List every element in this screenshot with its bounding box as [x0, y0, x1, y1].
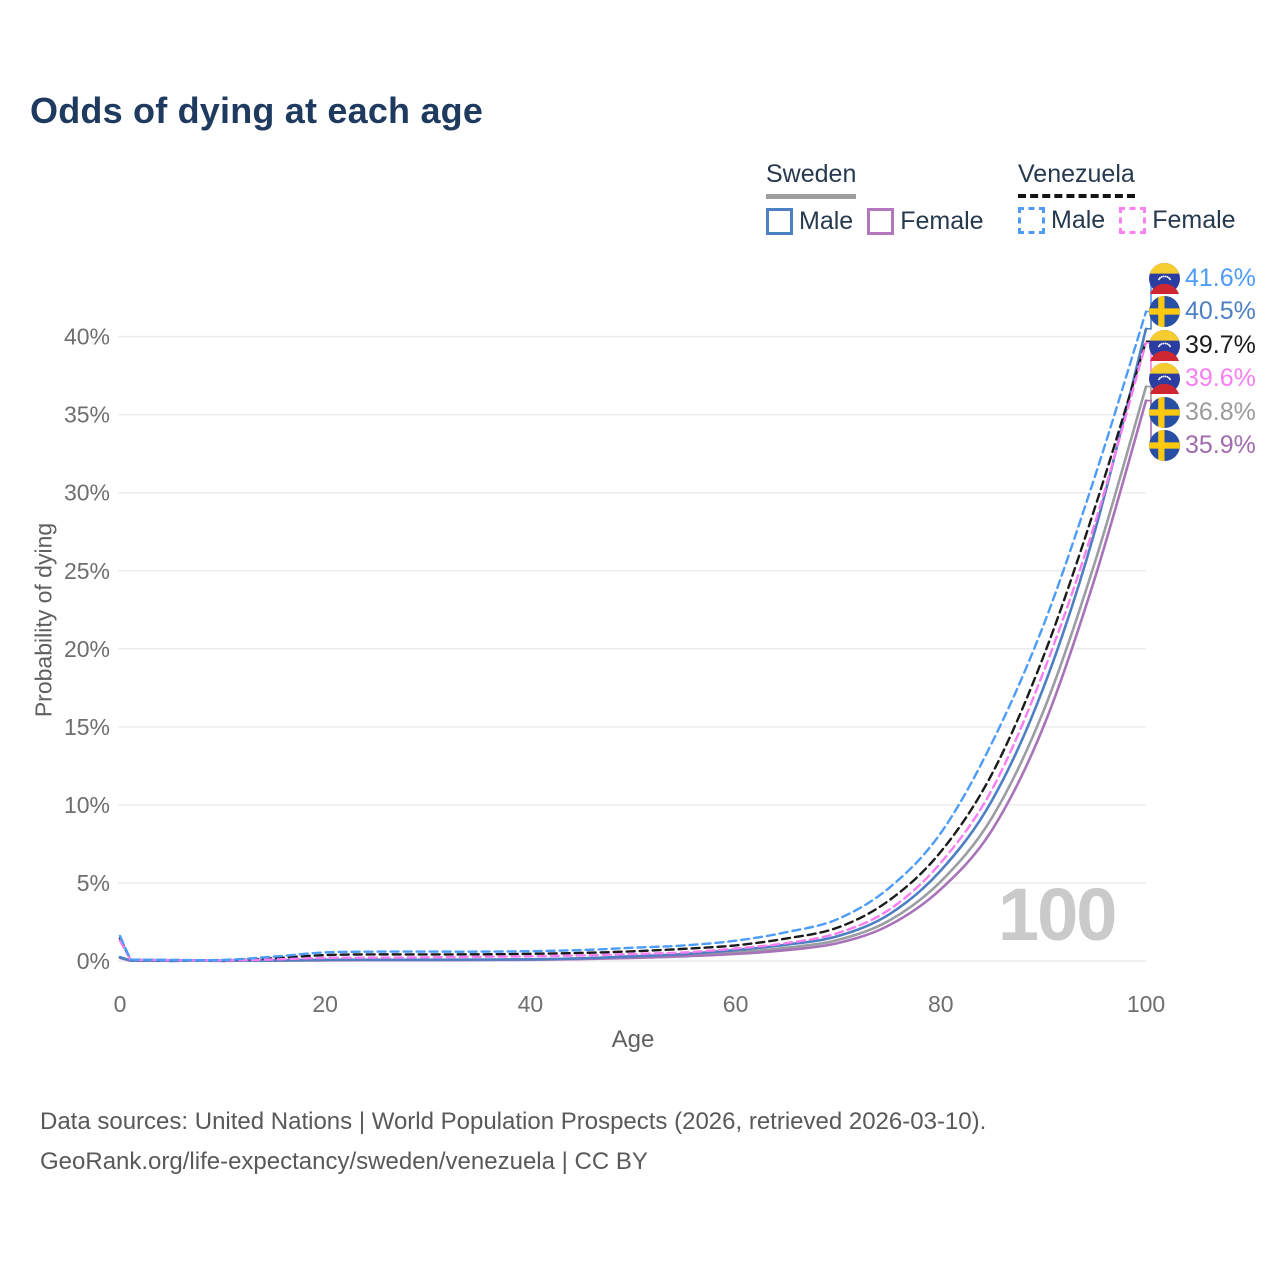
venezuela-male-swatch-icon: [1018, 207, 1045, 234]
age-watermark: 100: [998, 873, 1117, 956]
legend-label: Male: [799, 207, 854, 235]
svg-text:20: 20: [312, 991, 338, 1017]
legend-country-venezuela: Venezuela: [1018, 160, 1135, 198]
svg-text:60: 60: [723, 991, 749, 1017]
y-axis-label: Probability of dying: [30, 522, 57, 718]
svg-text:25%: 25%: [64, 558, 110, 584]
venezuela-flag-icon: [1149, 262, 1180, 294]
sweden-male-swatch-icon: [766, 208, 793, 235]
svg-text:0: 0: [114, 991, 127, 1017]
x-axis-label: Age: [611, 1026, 655, 1053]
end-label-value: 36.8%: [1185, 397, 1256, 426]
legend-country-sweden: Sweden: [766, 160, 857, 199]
svg-text:40: 40: [518, 991, 544, 1017]
end-label-value: 39.7%: [1185, 330, 1256, 359]
sweden-flag-icon: [1149, 396, 1180, 428]
legend-label: Male: [1051, 206, 1106, 234]
svg-text:10%: 10%: [64, 792, 110, 818]
legend-item-venezuela-male[interactable]: Male: [1018, 206, 1105, 235]
end-label-sweden-both: 36.8%: [1149, 395, 1256, 429]
attribution-line[interactable]: GeoRank.org/life-expectancy/sweden/venez…: [40, 1148, 648, 1175]
sweden-flag-icon: [1149, 430, 1180, 461]
end-label-value: 41.6%: [1185, 263, 1256, 292]
end-label-venezuela-both: 39.7%: [1149, 328, 1256, 362]
legend-item-sweden-male[interactable]: Male: [766, 207, 853, 236]
end-label-venezuela-female: 39.6%: [1149, 362, 1256, 396]
svg-text:35%: 35%: [64, 402, 110, 428]
venezuela-flag-icon: [1149, 329, 1180, 361]
venezuela-flag-icon: [1149, 363, 1180, 394]
svg-text:100: 100: [1127, 991, 1165, 1017]
legend-item-sweden-female[interactable]: Female: [867, 207, 984, 236]
legend-group-venezuela: Venezuela Male Female: [1018, 160, 1236, 235]
legend-group-sweden: Sweden Male Female: [766, 160, 984, 236]
svg-text:30%: 30%: [64, 480, 110, 506]
sweden-flag-icon: [1149, 296, 1180, 327]
svg-text:5%: 5%: [77, 870, 110, 896]
legend-label: Female: [1152, 206, 1236, 234]
legend-items-sweden: Male Female: [766, 207, 984, 236]
sweden-female-swatch-icon: [867, 208, 895, 235]
end-label-value: 40.5%: [1185, 297, 1256, 325]
svg-text:40%: 40%: [64, 324, 110, 350]
end-label-sweden-female: 35.9%: [1149, 429, 1256, 463]
legend-item-venezuela-female[interactable]: Female: [1119, 206, 1236, 235]
venezuela-female-swatch-icon: [1119, 207, 1147, 234]
page-title: Odds of dying at each age: [30, 90, 484, 131]
end-label-value: 35.9%: [1185, 431, 1256, 459]
data-source-line: Data sources: United Nations | World Pop…: [40, 1108, 987, 1135]
legend-items-venezuela: Male Female: [1018, 206, 1236, 235]
end-label-value: 39.6%: [1185, 364, 1256, 392]
svg-text:20%: 20%: [64, 636, 110, 662]
end-label-sweden-male: 40.5%: [1149, 295, 1256, 329]
svg-text:15%: 15%: [64, 714, 110, 740]
svg-text:80: 80: [928, 991, 954, 1017]
svg-text:0%: 0%: [77, 948, 110, 974]
end-label-venezuela-male: 41.6%: [1149, 261, 1256, 295]
legend-label: Female: [900, 207, 984, 235]
